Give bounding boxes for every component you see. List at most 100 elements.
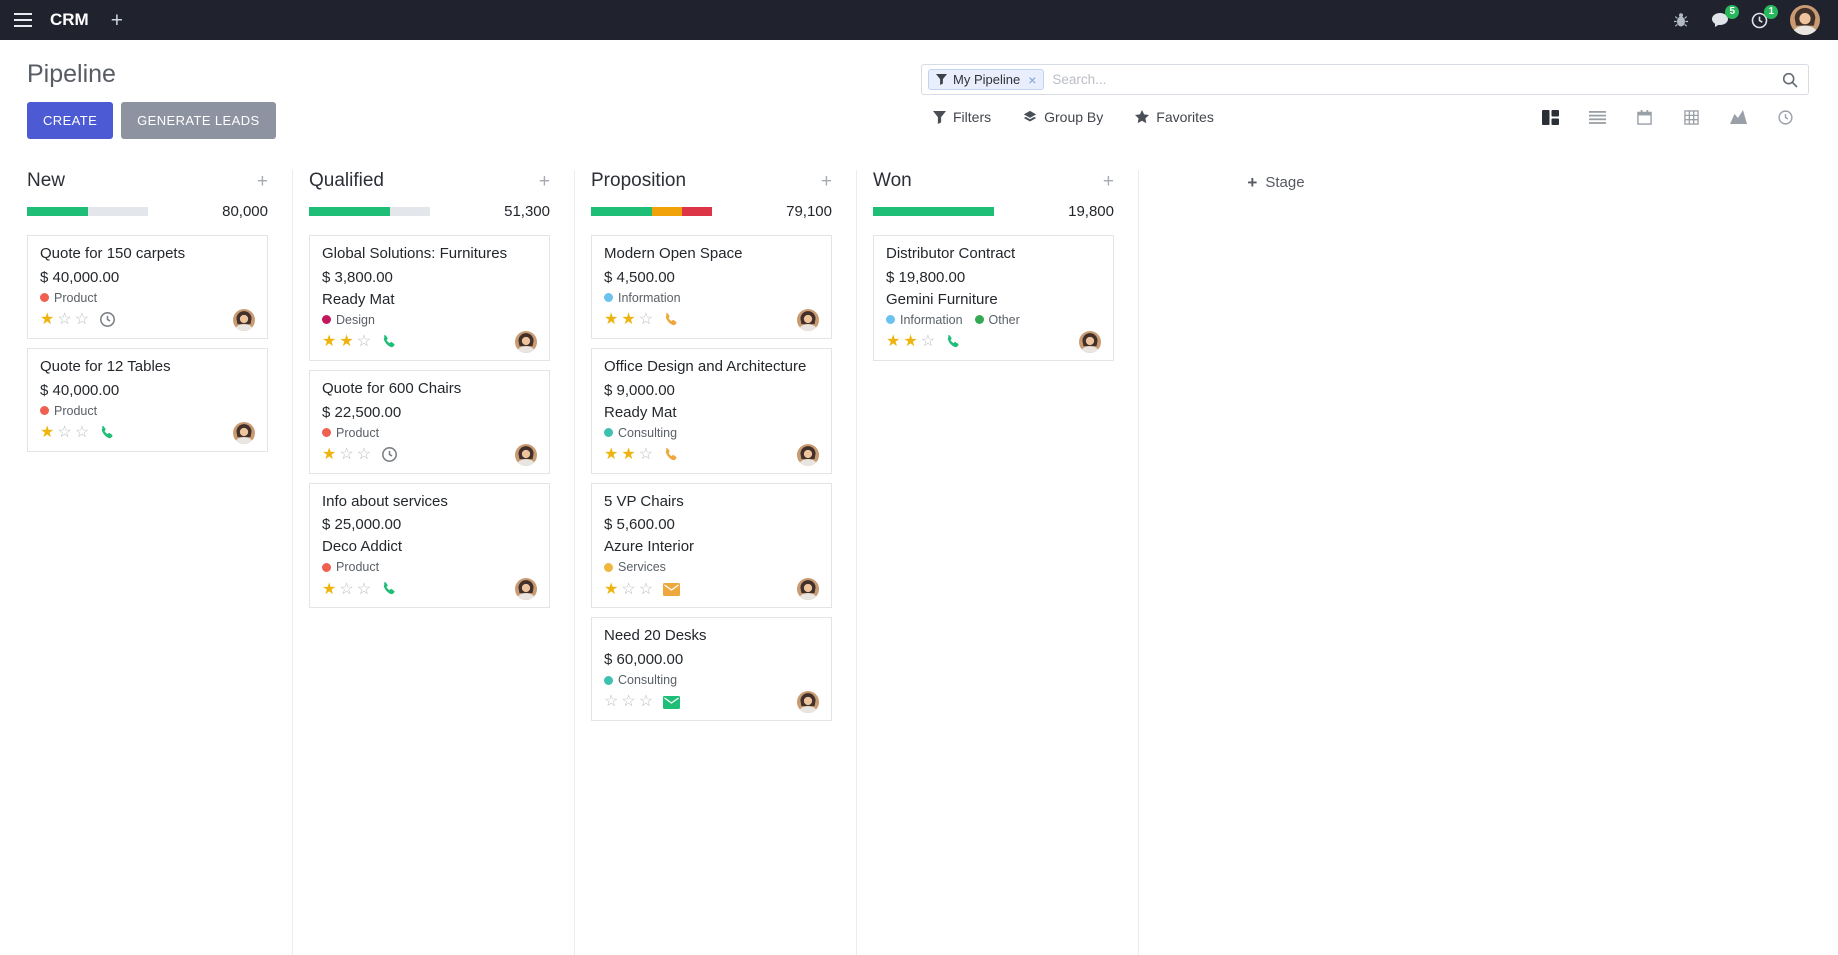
priority-star-icon[interactable]: ☆ (621, 580, 636, 598)
progress-segment[interactable] (591, 207, 652, 216)
priority-star-icon[interactable]: ☆ (57, 423, 72, 441)
view-kanban-button[interactable] (1527, 100, 1574, 134)
priority-star-icon[interactable]: ★ (339, 333, 354, 351)
priority-star-icon[interactable]: ☆ (604, 693, 619, 711)
kanban-card[interactable]: Modern Open Space $ 4,500.00 Information ★ ★… (591, 235, 832, 339)
app-name[interactable]: CRM (50, 10, 89, 29)
clock-activity-button[interactable] (381, 446, 398, 463)
kanban-card[interactable]: Info about services $ 25,000.00 Deco Addic… (309, 482, 550, 609)
priority-star-icon[interactable]: ☆ (638, 580, 654, 598)
priority-star-icon[interactable]: ★ (903, 333, 918, 351)
salesperson-avatar[interactable] (233, 308, 255, 331)
view-pivot-button[interactable] (1668, 100, 1715, 134)
add-stage-button[interactable]: + Stage (1247, 174, 1304, 191)
salesperson-avatar[interactable] (797, 308, 819, 331)
activity-count-badge: 1 (1764, 4, 1778, 19)
priority-star-icon[interactable]: ☆ (621, 693, 636, 711)
search-input[interactable] (1052, 72, 1774, 87)
card-amount: $ 40,000.00 (40, 268, 120, 286)
column-quick-create-button[interactable]: + (538, 170, 550, 192)
filters-button[interactable]: Filters (933, 109, 991, 125)
progress-segment[interactable] (681, 207, 712, 216)
salesperson-avatar[interactable] (1079, 330, 1101, 353)
priority-star-icon[interactable]: ★ (40, 311, 55, 329)
priority-star-icon[interactable]: ★ (322, 445, 337, 463)
salesperson-avatar[interactable] (515, 330, 537, 353)
priority-star-icon[interactable]: ★ (604, 311, 619, 329)
priority-star-icon[interactable]: ☆ (638, 311, 654, 329)
phone-activity-button[interactable] (381, 334, 397, 350)
kanban-card[interactable]: Global Solutions: Furnitures $ 3,800.00 Re… (309, 235, 550, 361)
priority-star-icon[interactable]: ★ (621, 311, 636, 329)
clock-activity-button[interactable] (99, 311, 116, 328)
generate-leads-button[interactable]: GENERATE LEADS (121, 102, 276, 139)
priority-star-icon[interactable]: ☆ (356, 580, 372, 598)
column-quick-create-button[interactable]: + (820, 170, 832, 192)
facet-remove-button[interactable]: × (1028, 71, 1037, 88)
kanban-board: New +80,000 Quote for 150 carpets $ 40,000.… (0, 150, 1838, 955)
salesperson-avatar[interactable] (797, 578, 819, 601)
progress-segment[interactable] (309, 207, 390, 216)
phone-activity-button[interactable] (663, 447, 679, 463)
phone-activity-button[interactable] (99, 425, 115, 441)
priority-star-icon[interactable]: ☆ (339, 445, 354, 463)
phone-activity-button[interactable] (381, 581, 397, 597)
priority-star-icon[interactable]: ☆ (356, 445, 372, 463)
priority-star-icon[interactable]: ☆ (638, 445, 654, 463)
priority-star-icon[interactable]: ☆ (57, 311, 72, 329)
priority-star-icon[interactable]: ★ (604, 580, 619, 598)
column-quick-create-button[interactable]: + (1102, 170, 1114, 192)
priority-star-icon[interactable]: ★ (621, 445, 636, 463)
priority-star-icon[interactable]: ☆ (74, 311, 90, 329)
group-by-button[interactable]: Group By (1023, 109, 1103, 125)
envelope-activity-button[interactable] (663, 582, 681, 596)
kanban-card[interactable]: Quote for 150 carpets $ 40,000.00 Product ★… (27, 235, 268, 339)
priority-star-icon[interactable]: ★ (886, 333, 901, 351)
priority-star-icon[interactable]: ★ (40, 423, 55, 441)
apps-menu-button[interactable] (14, 13, 32, 27)
kanban-card[interactable]: Distributor Contract $ 19,800.00 Gemini Fu… (873, 235, 1114, 361)
avatar-photo-icon (1079, 330, 1101, 353)
priority-star-icon[interactable]: ★ (322, 333, 337, 351)
priority-star-icon[interactable]: ☆ (339, 580, 354, 598)
favorites-button[interactable]: Favorites (1135, 109, 1214, 125)
create-button[interactable]: CREATE (27, 102, 114, 139)
user-menu-avatar[interactable] (1790, 5, 1820, 35)
view-activity-button[interactable] (1762, 100, 1809, 134)
priority-star-icon[interactable]: ☆ (356, 333, 372, 351)
column-quick-create-button[interactable]: + (256, 170, 268, 192)
salesperson-avatar[interactable] (797, 691, 819, 713)
salesperson-avatar[interactable] (515, 578, 537, 601)
priority-star-icon[interactable]: ☆ (920, 333, 936, 351)
envelope-activity-button[interactable] (663, 695, 681, 709)
card-tags: Information (604, 291, 819, 305)
phone-activity-button[interactable] (663, 312, 679, 328)
phone-activity-button[interactable] (945, 334, 961, 350)
debug-button[interactable] (1673, 12, 1689, 28)
kanban-card[interactable]: Quote for 12 Tables $ 40,000.00 Product ★ ☆ ☆ (27, 347, 268, 452)
salesperson-avatar[interactable] (233, 421, 255, 444)
kanban-card[interactable]: Quote for 600 Chairs $ 22,500.00 Product ★ ☆… (309, 369, 550, 474)
progress-segment[interactable] (27, 207, 88, 216)
search-button[interactable] (1782, 72, 1798, 88)
kanban-card[interactable]: Office Design and Architecture $ 9,000.00… (591, 347, 832, 474)
progress-segment[interactable] (873, 207, 994, 216)
activities-button[interactable]: 1 (1751, 4, 1778, 29)
priority-star-icon[interactable]: ☆ (638, 693, 654, 711)
column-cards: Quote for 150 carpets $ 40,000.00 Product ★… (27, 235, 268, 452)
kanban-card[interactable]: Need 20 Desks $ 60,000.00 Consulting ☆ ☆ ☆ (591, 617, 832, 721)
search-facet[interactable]: My Pipeline × (928, 69, 1045, 90)
view-calendar-button[interactable] (1621, 100, 1668, 134)
priority-star-icon[interactable]: ☆ (74, 423, 90, 441)
messages-button[interactable]: 5 (1711, 5, 1739, 28)
quick-add-button[interactable]: + (110, 8, 123, 32)
salesperson-avatar[interactable] (515, 443, 537, 466)
view-list-button[interactable] (1574, 100, 1621, 134)
progress-segment[interactable] (651, 207, 682, 216)
priority-star-icon[interactable]: ★ (604, 445, 619, 463)
column-total: 19,800 (1068, 203, 1114, 220)
salesperson-avatar[interactable] (797, 443, 819, 466)
view-graph-button[interactable] (1715, 100, 1762, 134)
kanban-card[interactable]: 5 VP Chairs $ 5,600.00 Azure Interior Servi… (591, 482, 832, 609)
priority-star-icon[interactable]: ★ (322, 580, 337, 598)
